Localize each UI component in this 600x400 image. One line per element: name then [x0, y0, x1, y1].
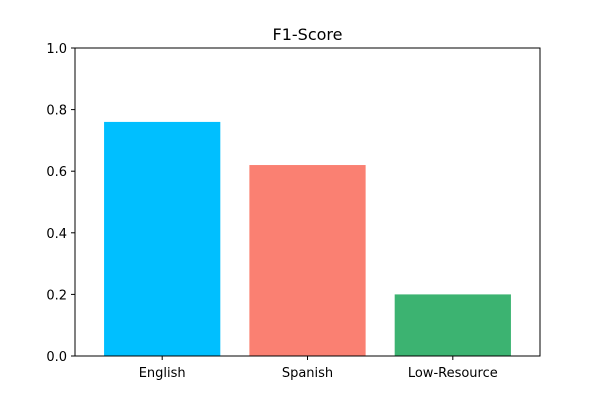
- bar-low-resource: [394, 294, 511, 356]
- y-tick-label: 0.6: [46, 165, 67, 180]
- y-tick-label: 1.0: [46, 42, 67, 57]
- y-axis: 0.0 0.2 0.4 0.6 0.8 1.0: [46, 42, 75, 365]
- plot-frame: [74, 47, 541, 357]
- x-tick-label: Spanish: [282, 366, 333, 381]
- x-axis: English Spanish Low-Resource: [139, 356, 498, 381]
- bars-group: [104, 121, 511, 356]
- bar-spanish: [249, 165, 366, 356]
- y-tick-label: 0.2: [46, 288, 67, 303]
- x-tick-label: English: [139, 366, 186, 381]
- y-tick-label: 0.0: [46, 350, 67, 365]
- y-tick-label: 0.8: [46, 104, 67, 119]
- x-tick-label: Low-Resource: [408, 366, 498, 381]
- chart-title: F1-Score: [273, 25, 343, 44]
- y-tick-label: 0.4: [46, 227, 67, 242]
- bar-english: [104, 121, 221, 356]
